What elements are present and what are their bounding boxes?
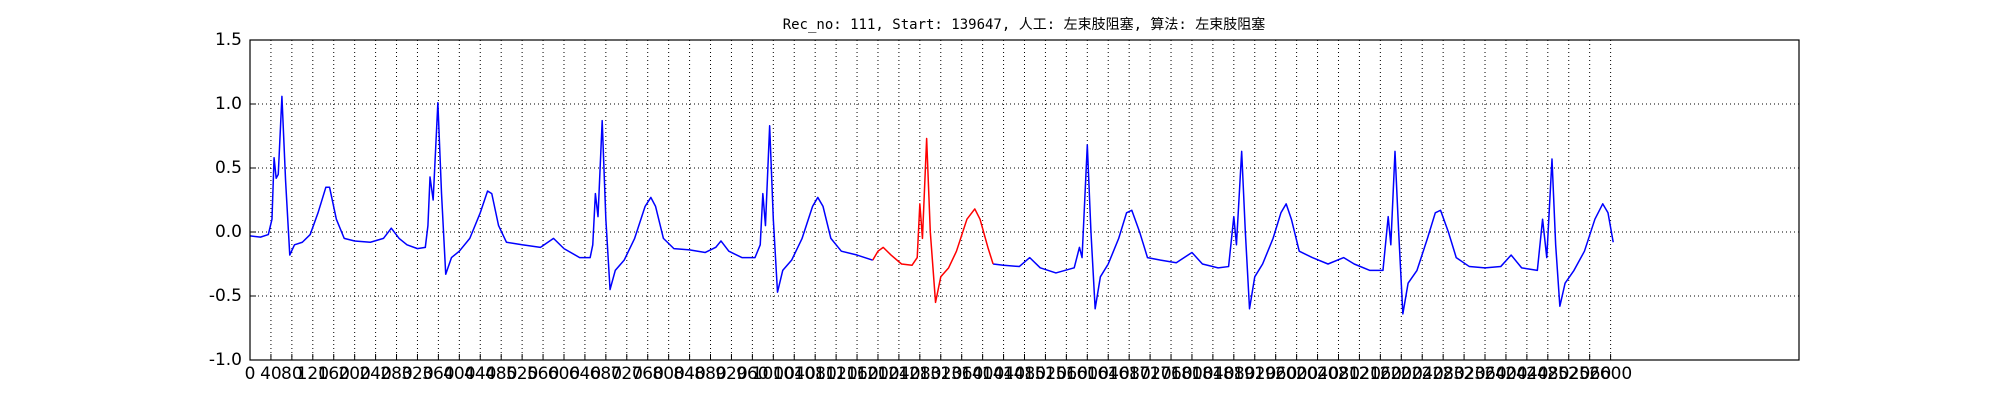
x-tick-label: 800 [652,364,684,384]
x-tick-label: 760 [631,364,663,384]
x-tick-label: 1640 [1087,364,1130,384]
x-tick-label: 1280 [898,364,941,384]
x-tick-label: 2320 [1442,364,1485,384]
x-tick-label: 1000 [752,364,795,384]
y-tick-label: 0.5 [215,158,242,178]
x-tick-label: 920 [715,364,747,384]
x-tick-label: 1080 [794,364,837,384]
x-tick-label: 600 [548,364,580,384]
y-tick-label: -1.0 [209,350,242,370]
x-tick-label: 1120 [814,364,857,384]
x-tick-label: 840 [673,364,705,384]
x-tick-label: 680 [590,364,622,384]
x-tick-label: 1400 [961,364,1004,384]
x-tick-label: 2080 [1317,364,1360,384]
ecg-line [249,95,1614,315]
x-tick-label: 2160 [1359,364,1402,384]
x-tick-label: 480 [485,364,517,384]
y-tick-label: 1.0 [215,94,242,114]
chart-title: Rec_no: 111, Start: 139647, 人工: 左束肢阻塞, 算… [783,16,1266,33]
x-tick-label: 1920 [1233,364,1276,384]
x-tick-label: 1320 [919,364,962,384]
x-tick-label: 280 [380,364,412,384]
x-tick-label: 1800 [1170,364,1213,384]
x-tick-label: 40 [260,364,282,384]
x-tick-label: 2560 [1568,364,1611,384]
x-tick-label: 1680 [1108,364,1151,384]
x-tick-label: 1600 [1066,364,1109,384]
x-tick-label: 2120 [1338,364,1381,384]
x-tick-label: 1720 [1128,364,1171,384]
x-tick-label: 2040 [1296,364,1339,384]
x-tick-label: 1240 [877,364,920,384]
x-tick-label: 2200 [1380,364,1423,384]
plot-frame [249,39,1800,361]
x-tick-label: 200 [338,364,370,384]
x-tick-label: 960 [736,364,768,384]
x-tick-label: 640 [569,364,601,384]
x-tick-label: 320 [401,364,433,384]
y-tick-label: -0.5 [209,286,242,306]
x-tick-label: 1880 [1212,364,1255,384]
x-tick-label: 2480 [1526,364,1569,384]
x-tick-label: 360 [422,364,454,384]
x-tick-label: 1840 [1191,364,1234,384]
y-tick-label: 0.0 [215,222,242,242]
x-tick-label: 720 [611,364,643,384]
x-tick-label: 1040 [773,364,816,384]
x-tick-label: 1200 [856,364,899,384]
x-tick-label: 1360 [940,364,983,384]
x-tick-label: 2240 [1401,364,1444,384]
x-tick-label: 1480 [1003,364,1046,384]
x-tick-label: 2400 [1484,364,1527,384]
ecg-line [872,137,994,304]
x-tick-label: 2360 [1463,364,1506,384]
x-tick-label: 1440 [982,364,1025,384]
x-tick-label: 80 [281,364,303,384]
x-tick-label: 880 [694,364,726,384]
x-tick-label: 1520 [1024,364,1067,384]
x-tick-label: 1560 [1045,364,1088,384]
x-tick-label: 1760 [1149,364,1192,384]
x-tick-label: 1960 [1254,364,1297,384]
x-tick-label: 400 [443,364,475,384]
x-tick-label: 440 [464,364,496,384]
x-tick-label: 2280 [1422,364,1465,384]
x-tick-label: 240 [359,364,391,384]
x-tick-label: 2600 [1589,364,1632,384]
x-tick-label: 520 [506,364,538,384]
x-tick-label: 560 [527,364,559,384]
x-tick-label: 120 [297,364,329,384]
x-tick-label: 0 [245,364,256,384]
x-tick-label: 2000 [1275,364,1318,384]
y-tick-label: 1.5 [215,30,242,50]
x-tick-label: 1160 [835,364,878,384]
x-tick-label: 2520 [1547,364,1590,384]
x-tick-label: 2440 [1505,364,1548,384]
x-tick-label: 160 [318,364,350,384]
